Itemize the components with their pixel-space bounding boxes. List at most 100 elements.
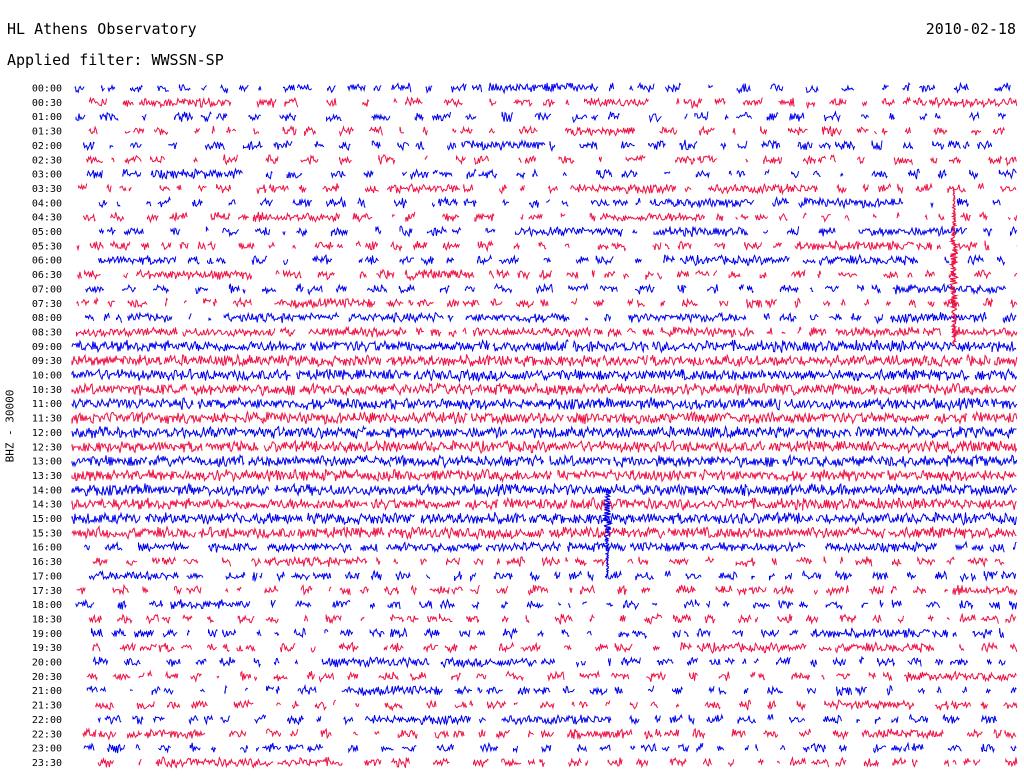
row-time-label: 09:30 (32, 356, 62, 367)
seismic-trace (93, 655, 1006, 669)
earthquake-event-trace (601, 489, 614, 576)
row-time-label: 14:00 (32, 485, 62, 496)
seismic-trace (71, 453, 1018, 469)
row-time-label: 20:30 (32, 672, 62, 683)
row-time-label: 18:30 (32, 614, 62, 625)
seismic-trace (71, 396, 1018, 412)
seismic-trace (71, 496, 1017, 512)
row-time-label: 04:30 (32, 213, 62, 224)
seismic-trace (86, 167, 1017, 180)
filter-label: Applied filter: WWSSN-SP (7, 51, 224, 69)
row-time-label: 16:00 (32, 543, 62, 554)
row-time-label: 07:00 (32, 284, 62, 295)
row-time-label: 01:30 (32, 127, 62, 138)
row-time-label: 11:00 (32, 399, 62, 410)
seismic-trace (71, 353, 1018, 368)
row-time-label: 12:30 (32, 442, 62, 453)
row-time-label: 13:00 (32, 457, 62, 468)
seismic-trace (92, 641, 1018, 654)
seismic-trace (99, 225, 1017, 238)
row-time-label: 21:30 (32, 701, 62, 712)
seismic-trace (83, 138, 993, 153)
seismic-trace (71, 525, 1017, 541)
seismic-trace (86, 683, 1017, 697)
seismic-trace (95, 698, 1018, 712)
row-time-label: 15:00 (32, 514, 62, 525)
seismic-trace (83, 741, 1017, 754)
seismic-trace (76, 296, 1018, 310)
row-time-label: 15:30 (32, 528, 62, 539)
row-time-label: 03:00 (32, 170, 62, 181)
seismic-trace (71, 468, 1017, 484)
row-time-label: 03:30 (32, 184, 62, 195)
row-time-label: 19:30 (32, 643, 62, 654)
seismic-trace (84, 540, 1017, 554)
seismic-trace (98, 253, 1006, 267)
record-date: 2010-02-18 (925, 20, 1016, 38)
seismic-trace (71, 439, 1018, 455)
seismic-trace (78, 182, 1017, 196)
seismic-trace (86, 669, 1017, 684)
seismic-trace (89, 96, 1018, 110)
row-time-label: 00:30 (32, 98, 62, 109)
row-time-label: 00:00 (32, 84, 62, 95)
row-time-label: 21:00 (32, 686, 62, 697)
row-time-label: 01:00 (32, 112, 62, 123)
seismic-trace (88, 612, 1017, 625)
seismic-trace (71, 410, 1018, 426)
seismic-trace (71, 482, 1018, 498)
row-time-label: 20:00 (32, 658, 62, 669)
seismic-trace (77, 268, 1018, 282)
row-time-label: 23:00 (32, 744, 62, 755)
row-time-label: 17:30 (32, 586, 62, 597)
row-time-label: 23:30 (32, 758, 62, 769)
seismic-trace (82, 727, 1017, 741)
seismic-trace (91, 626, 1005, 640)
row-time-label: 17:00 (32, 571, 62, 582)
seismic-trace (92, 555, 1005, 568)
seismic-trace (89, 569, 1017, 583)
seismic-trace (74, 81, 1011, 95)
seismic-trace (86, 154, 1017, 167)
row-time-label: 07:30 (32, 299, 62, 310)
row-time-label: 05:00 (32, 227, 62, 238)
seismic-trace (75, 109, 1007, 124)
seismic-trace (71, 367, 1018, 383)
seismic-trace (75, 598, 1018, 611)
seismic-trace (97, 713, 998, 726)
row-time-label: 08:00 (32, 313, 62, 324)
row-time-label: 12:00 (32, 428, 62, 439)
row-time-label: 11:30 (32, 414, 62, 425)
seismic-trace (97, 755, 1018, 769)
seismic-trace (83, 211, 1018, 224)
row-time-label: 08:30 (32, 327, 62, 338)
row-time-label: 02:30 (32, 155, 62, 166)
row-time-label: 04:00 (32, 198, 62, 209)
seismic-trace (98, 195, 1001, 210)
row-time-label: 06:00 (32, 256, 62, 267)
row-time-label: 14:30 (32, 500, 62, 511)
seismic-trace (76, 325, 1018, 339)
row-time-label: 09:00 (32, 342, 62, 353)
seismic-trace (71, 381, 1017, 397)
seismic-trace (76, 583, 1018, 597)
row-time-label: 16:30 (32, 557, 62, 568)
seismic-trace (76, 239, 1018, 253)
row-time-label: 13:30 (32, 471, 62, 482)
row-time-label: 06:30 (32, 270, 62, 281)
row-time-label: 10:30 (32, 385, 62, 396)
seismic-trace (88, 125, 1005, 138)
row-time-label: 22:30 (32, 729, 62, 740)
row-time-label: 22:00 (32, 715, 62, 726)
row-time-label: 10:00 (32, 371, 62, 382)
row-time-label: 19:00 (32, 629, 62, 640)
seismic-trace (85, 282, 1007, 296)
seismic-trace (71, 511, 1017, 526)
seismic-trace (85, 311, 1017, 325)
row-time-label: 18:00 (32, 600, 62, 611)
row-time-label: 05:30 (32, 241, 62, 252)
observatory-title: HL Athens Observatory (7, 20, 197, 38)
seismic-trace (71, 338, 1017, 354)
seismic-trace (71, 424, 1017, 440)
